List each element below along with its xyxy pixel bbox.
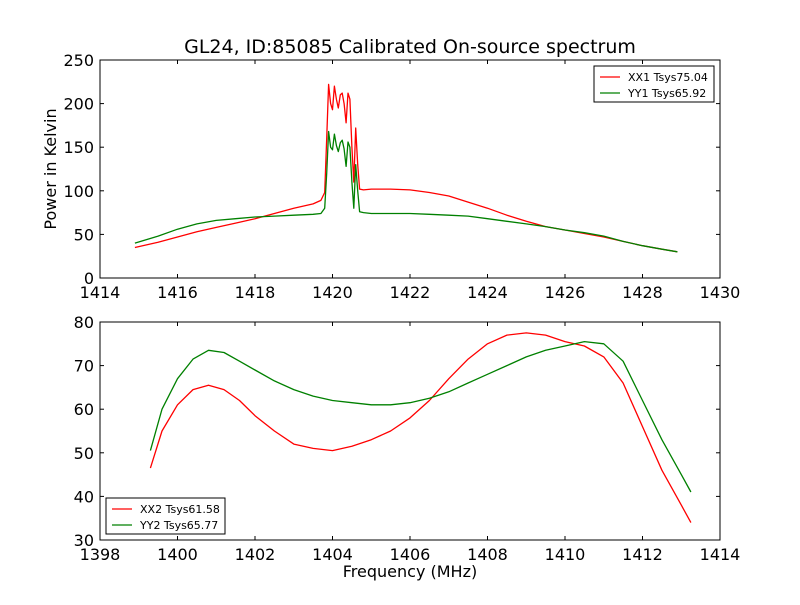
x-tick-label: 1404 [312, 545, 353, 564]
series-line-2-1 [149, 332, 692, 523]
y-axis-label-1: Power in Kelvin [41, 108, 60, 229]
y-tick-label: 70 [74, 357, 94, 376]
y-tick-label: 30 [74, 531, 94, 550]
x-tick-label: 1400 [157, 545, 198, 564]
x-tick-label: 1398 [80, 545, 121, 564]
x-tick-label: 1424 [467, 283, 508, 302]
x-tick-label: 1402 [235, 545, 276, 564]
legend-1: XX1 Tsys75.04 YY1 Tsys65.92 [593, 65, 715, 103]
y-tick-label: 60 [74, 400, 94, 419]
y-tick-label: 200 [63, 95, 94, 114]
x-tick-label: 1430 [700, 283, 741, 302]
x-tick-label: 1406 [390, 545, 431, 564]
y-tick-label: 250 [63, 51, 94, 70]
series-line-2-2 [149, 340, 692, 493]
x-tick-label: 1422 [390, 283, 431, 302]
y-tick-label: 80 [74, 313, 94, 332]
chart-panel-1: 1414 1416 1418 1420 1422 1424 1426 1428 1430 0 50 1… [41, 51, 740, 302]
x-tick-label: 1408 [467, 545, 508, 564]
legend-label: XX2 Tsys61.58 [140, 503, 220, 516]
legend-box [593, 65, 715, 103]
legend-label: XX1 Tsys75.04 [628, 71, 708, 84]
series-line-1-2 [134, 130, 678, 253]
x-tick-label: 1420 [312, 283, 353, 302]
y-tick-label: 100 [63, 182, 94, 201]
x-tick-label: 1418 [235, 283, 276, 302]
x-tick-label: 1414 [700, 545, 741, 564]
y-tick-label: 150 [63, 138, 94, 157]
y-tick-label: 50 [74, 444, 94, 463]
x-tick-label: 1428 [622, 283, 663, 302]
y-tick-label: 40 [74, 487, 94, 506]
legend-label: YY1 Tsys65.92 [627, 87, 706, 100]
legend-box [105, 497, 226, 535]
y-tick-label: 50 [74, 225, 94, 244]
x-tick-label: 1414 [80, 283, 121, 302]
series-line-1-1 [134, 83, 678, 253]
figure-title: GL24, ID:85085 Calibrated On-source spec… [184, 36, 636, 58]
x-axis-label-bottom: Frequency (MHz) [343, 562, 477, 581]
legend-2: XX2 Tsys61.58 YY2 Tsys65.77 [105, 497, 226, 535]
x-tick-label: 1412 [622, 545, 663, 564]
x-tick-label: 1410 [545, 545, 586, 564]
y-tick-label: 0 [84, 269, 94, 288]
chart-panel-2: 1398 1400 1402 1404 1406 1408 1410 1412 1414 30 40… [74, 313, 741, 564]
legend-label: YY2 Tsys65.77 [139, 519, 218, 532]
x-tick-label: 1416 [157, 283, 198, 302]
x-tick-label: 1426 [545, 283, 586, 302]
